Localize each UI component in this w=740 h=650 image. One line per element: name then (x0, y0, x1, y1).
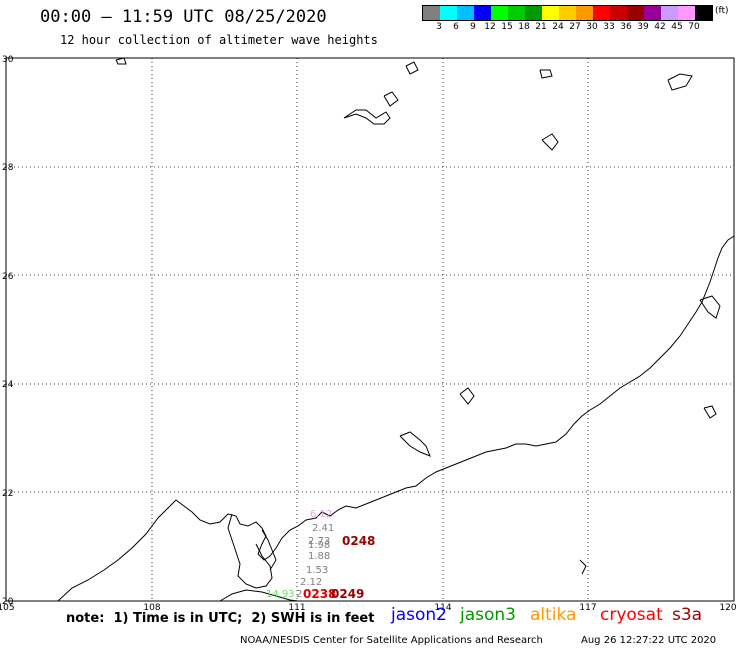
islet-north-a (383, 91, 399, 107)
islet-north-f (115, 57, 127, 65)
legend-swatch (593, 6, 610, 20)
hainan-north-coast (219, 589, 299, 602)
coastal-inlet (261, 529, 277, 571)
lat-tick-26: 26 (2, 272, 14, 282)
map-subtitle: 12 hour collection of altimeter wave hei… (60, 33, 378, 47)
pass-time-label: 0248 (342, 534, 375, 548)
legend-tick-labels: 3 6 9 12 15 18 21 24 27 30 33 36 39 42 45 70 (422, 21, 713, 33)
islet-north-d (405, 61, 419, 75)
legend-tick-label: 24 (552, 22, 564, 32)
obs-value: 1.98 (308, 540, 330, 551)
south-china-coastline (57, 235, 735, 602)
islet-north-b (541, 133, 559, 151)
map-title: 00:00 – 11:59 UTC 08/25/2020 (40, 7, 327, 27)
map-gridlines (6, 58, 734, 601)
credit-line: NOAA/NESDIS Center for Satellite Applica… (240, 635, 543, 646)
lat-tick-28: 28 (2, 163, 14, 173)
legend-tick-label: 21 (535, 22, 547, 32)
obs-value: 2.41 (312, 523, 334, 534)
legend-swatch (678, 6, 695, 20)
legend-swatch (525, 6, 542, 20)
map-frame (5, 57, 735, 602)
legend-swatch (474, 6, 491, 20)
legend-tick-label: 70 (688, 22, 700, 32)
legend-swatch (423, 6, 440, 20)
legend-swatch (457, 6, 474, 20)
lon-tick-120: 120 (719, 603, 736, 613)
lat-tick-30: 30 (2, 55, 14, 65)
legend-color-bar (422, 5, 713, 21)
lat-tick-24: 24 (2, 380, 14, 390)
satellite-pass-labels: 0248 0238 0249 (303, 534, 375, 601)
obs-value: 2.12 (300, 577, 322, 588)
lat-tick-22: 22 (2, 489, 13, 499)
pass-time-label: 0238 (303, 587, 336, 601)
legend-swatch (440, 6, 457, 20)
small-island-near-117 (579, 559, 587, 575)
legend-swatch (661, 6, 678, 20)
island-cluster-east (703, 405, 717, 419)
island-group-north (343, 109, 391, 125)
obs-value: 2.73 (308, 536, 330, 547)
lon-tick-105: 105 (0, 603, 15, 613)
legend-tick-label: 36 (620, 22, 632, 32)
legend-unit-label: (ft) (715, 6, 729, 16)
legend-tick-label: 33 (603, 22, 615, 32)
legend-swatch (508, 6, 525, 20)
legend-tick-label: 42 (654, 22, 666, 32)
lon-tick-117: 117 (579, 603, 596, 613)
legend-tick-label: 18 (518, 22, 530, 32)
legend-swatch (644, 6, 661, 20)
lon-tick-108: 108 (143, 603, 160, 613)
footnote: note: 1) Time is in UTC; 2) SWH is in fe… (66, 611, 375, 626)
legend-tick-label: 39 (637, 22, 649, 32)
leizhou-peninsula-outline (227, 513, 273, 589)
hong-kong-islands (399, 431, 431, 457)
generated-timestamp: Aug 26 12:27:22 UTC 2020 (581, 635, 717, 646)
lon-tick-111: 111 (288, 603, 305, 613)
legend-swatch (627, 6, 644, 20)
obs-value: 14.93 (266, 589, 295, 600)
legend-tick-label: 27 (569, 22, 581, 32)
obs-value: 6.12 (310, 509, 332, 520)
legend-tick-label: 45 (671, 22, 683, 32)
coastline (57, 57, 735, 602)
islet-north-c (667, 73, 693, 91)
wave-height-legend: 3 6 9 12 15 18 21 24 27 30 33 36 39 42 45 70 (ft) (422, 5, 729, 33)
lon-tick-114: 114 (434, 603, 451, 613)
satellite-label-s3a: s3a (672, 605, 703, 625)
lat-tick-20: 20 (2, 597, 14, 607)
satellite-label-jason3: jason3 (460, 605, 516, 625)
legend-tick-label: 30 (586, 22, 598, 32)
pass-time-label: 0249 (331, 587, 364, 601)
island-cluster-south (459, 387, 475, 405)
legend-swatch (559, 6, 576, 20)
taiwan-strait-coast (699, 295, 721, 319)
obs-value: 2 (296, 589, 302, 600)
satellite-label-jason2: jason2 (391, 605, 447, 625)
axis-tick-labels: 105 108 111 114 117 120 20 22 24 26 28 3… (0, 55, 737, 613)
legend-swatch (610, 6, 627, 20)
legend-tick-label: 6 (453, 22, 459, 32)
obs-value: 1.53 (306, 565, 328, 576)
legend-tick-label: 12 (484, 22, 496, 32)
legend-swatch (695, 6, 712, 20)
legend-tick-label: 9 (470, 22, 476, 32)
satellite-label-cryosat: cryosat (600, 605, 663, 625)
legend-tick-label: 15 (501, 22, 513, 32)
obs-value: 1.88 (308, 551, 330, 562)
legend-swatch (576, 6, 593, 20)
wave-height-observations: 6.12 2.41 2.73 1.98 1.88 1.53 2.12 14.93… (266, 509, 334, 600)
islet-north-e (539, 69, 553, 79)
legend-swatch (542, 6, 559, 20)
legend-tick-label: 3 (436, 22, 442, 32)
satellite-label-altika: altika (530, 605, 577, 625)
legend-swatch (491, 6, 508, 20)
